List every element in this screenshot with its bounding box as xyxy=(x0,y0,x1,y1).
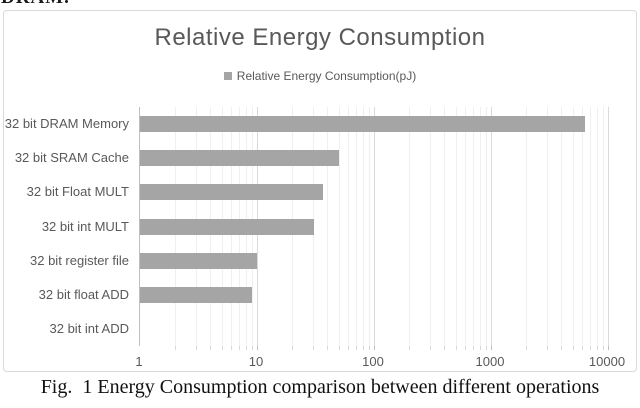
category-label: 32 bit float ADD xyxy=(38,286,129,302)
gridline-minor xyxy=(596,107,598,346)
tick-minor xyxy=(409,346,411,350)
tick-minor xyxy=(338,346,340,350)
tick-major xyxy=(608,346,609,350)
gridline-minor xyxy=(455,107,457,346)
tick-minor xyxy=(292,346,294,350)
gridline-minor xyxy=(465,107,467,346)
tick-minor xyxy=(251,346,253,350)
bar-3 xyxy=(140,184,324,201)
tick-major xyxy=(491,346,492,350)
gridline-minor xyxy=(444,107,446,346)
category-label: 32 bit SRAM Cache xyxy=(14,150,129,166)
tick-minor xyxy=(485,346,487,350)
gridline-minor xyxy=(582,107,584,346)
gridline-minor xyxy=(472,107,474,346)
category-label: 32 bit int ADD xyxy=(49,320,130,336)
value-axis-labels: 1 10 100 1000 10000 xyxy=(135,354,625,370)
gridline-minor xyxy=(429,107,431,346)
tick-minor xyxy=(589,346,591,350)
gridline-minor xyxy=(355,107,357,346)
tick-minor xyxy=(312,346,314,350)
category-label: 32 bit Float MULT xyxy=(26,184,129,200)
x-tick-label: 10 xyxy=(248,354,264,369)
tick-minor xyxy=(472,346,474,350)
gridline-minor xyxy=(362,107,364,346)
tick-minor xyxy=(195,346,197,350)
x-tick-label: 1 xyxy=(135,354,143,369)
tick-minor xyxy=(348,346,350,350)
tick-minor xyxy=(455,346,457,350)
gridline-minor xyxy=(338,107,340,346)
gridline-minor xyxy=(526,107,528,346)
chart-title: Relative Energy Consumption xyxy=(154,24,486,51)
gridline-minor xyxy=(348,107,350,346)
category-axis-labels: 32 bit DRAM Memory 32 bit SRAM Cache 32 bi… xyxy=(4,107,129,346)
x-tick-label: 100 xyxy=(362,354,384,369)
tick-minor xyxy=(327,346,329,350)
bar-6 xyxy=(140,286,252,303)
x-tick-label: 1000 xyxy=(475,354,505,369)
tick-minor xyxy=(355,346,357,350)
tick-minor xyxy=(582,346,584,350)
chart-container: Relative Energy Consumption Relative Ene… xyxy=(3,10,637,372)
legend-label: Relative Energy Consumption(pJ) xyxy=(236,69,417,83)
gridline-minor xyxy=(409,107,411,346)
tick-minor xyxy=(572,346,574,350)
tick-minor xyxy=(444,346,446,350)
gridline-minor xyxy=(589,107,591,346)
tick-minor xyxy=(479,346,481,350)
category-label: 32 bit register file xyxy=(30,252,129,268)
gridline-minor xyxy=(546,107,548,346)
bar-1 xyxy=(140,116,586,133)
gridline-major xyxy=(608,107,609,346)
category-label: 32 bit DRAM Memory xyxy=(4,116,129,132)
tick-minor xyxy=(561,346,563,350)
gridline-minor xyxy=(368,107,370,346)
tick-minor xyxy=(429,346,431,350)
tick-minor xyxy=(221,346,223,350)
tick-minor xyxy=(526,346,528,350)
x-tick-label: 10000 xyxy=(588,354,626,369)
figure-caption: Fig. 1 Energy Consumption comparison bet… xyxy=(40,376,600,398)
gridline-minor xyxy=(479,107,481,346)
gridline-major xyxy=(374,107,375,346)
gridline-major xyxy=(491,107,492,346)
gridline-minor xyxy=(327,107,329,346)
plot-area xyxy=(139,107,609,350)
clipped-paragraph-text: DRAM. xyxy=(1,0,121,8)
tick-major xyxy=(374,346,375,350)
bar-4 xyxy=(140,218,315,235)
tick-minor xyxy=(546,346,548,350)
tick-minor xyxy=(465,346,467,350)
bar-5 xyxy=(140,252,257,269)
gridline-minor xyxy=(485,107,487,346)
tick-minor xyxy=(238,346,240,350)
tick-major xyxy=(257,346,258,350)
chart-legend: Relative Energy Consumption(pJ) xyxy=(4,69,636,83)
tick-minor xyxy=(368,346,370,350)
square-marker-icon xyxy=(223,72,232,80)
gridline-minor xyxy=(561,107,563,346)
tick-minor xyxy=(362,346,364,350)
clipped-word: DRAM. xyxy=(1,0,70,8)
tick-minor xyxy=(245,346,247,350)
tick-minor xyxy=(231,346,233,350)
tick-minor xyxy=(602,346,604,350)
gridline-minor xyxy=(602,107,604,346)
gridline-minor xyxy=(572,107,574,346)
tick-minor xyxy=(210,346,212,350)
tick-minor xyxy=(596,346,598,350)
category-label: 32 bit int MULT xyxy=(41,218,129,234)
bar-2 xyxy=(140,150,339,167)
tick-minor xyxy=(175,346,177,350)
